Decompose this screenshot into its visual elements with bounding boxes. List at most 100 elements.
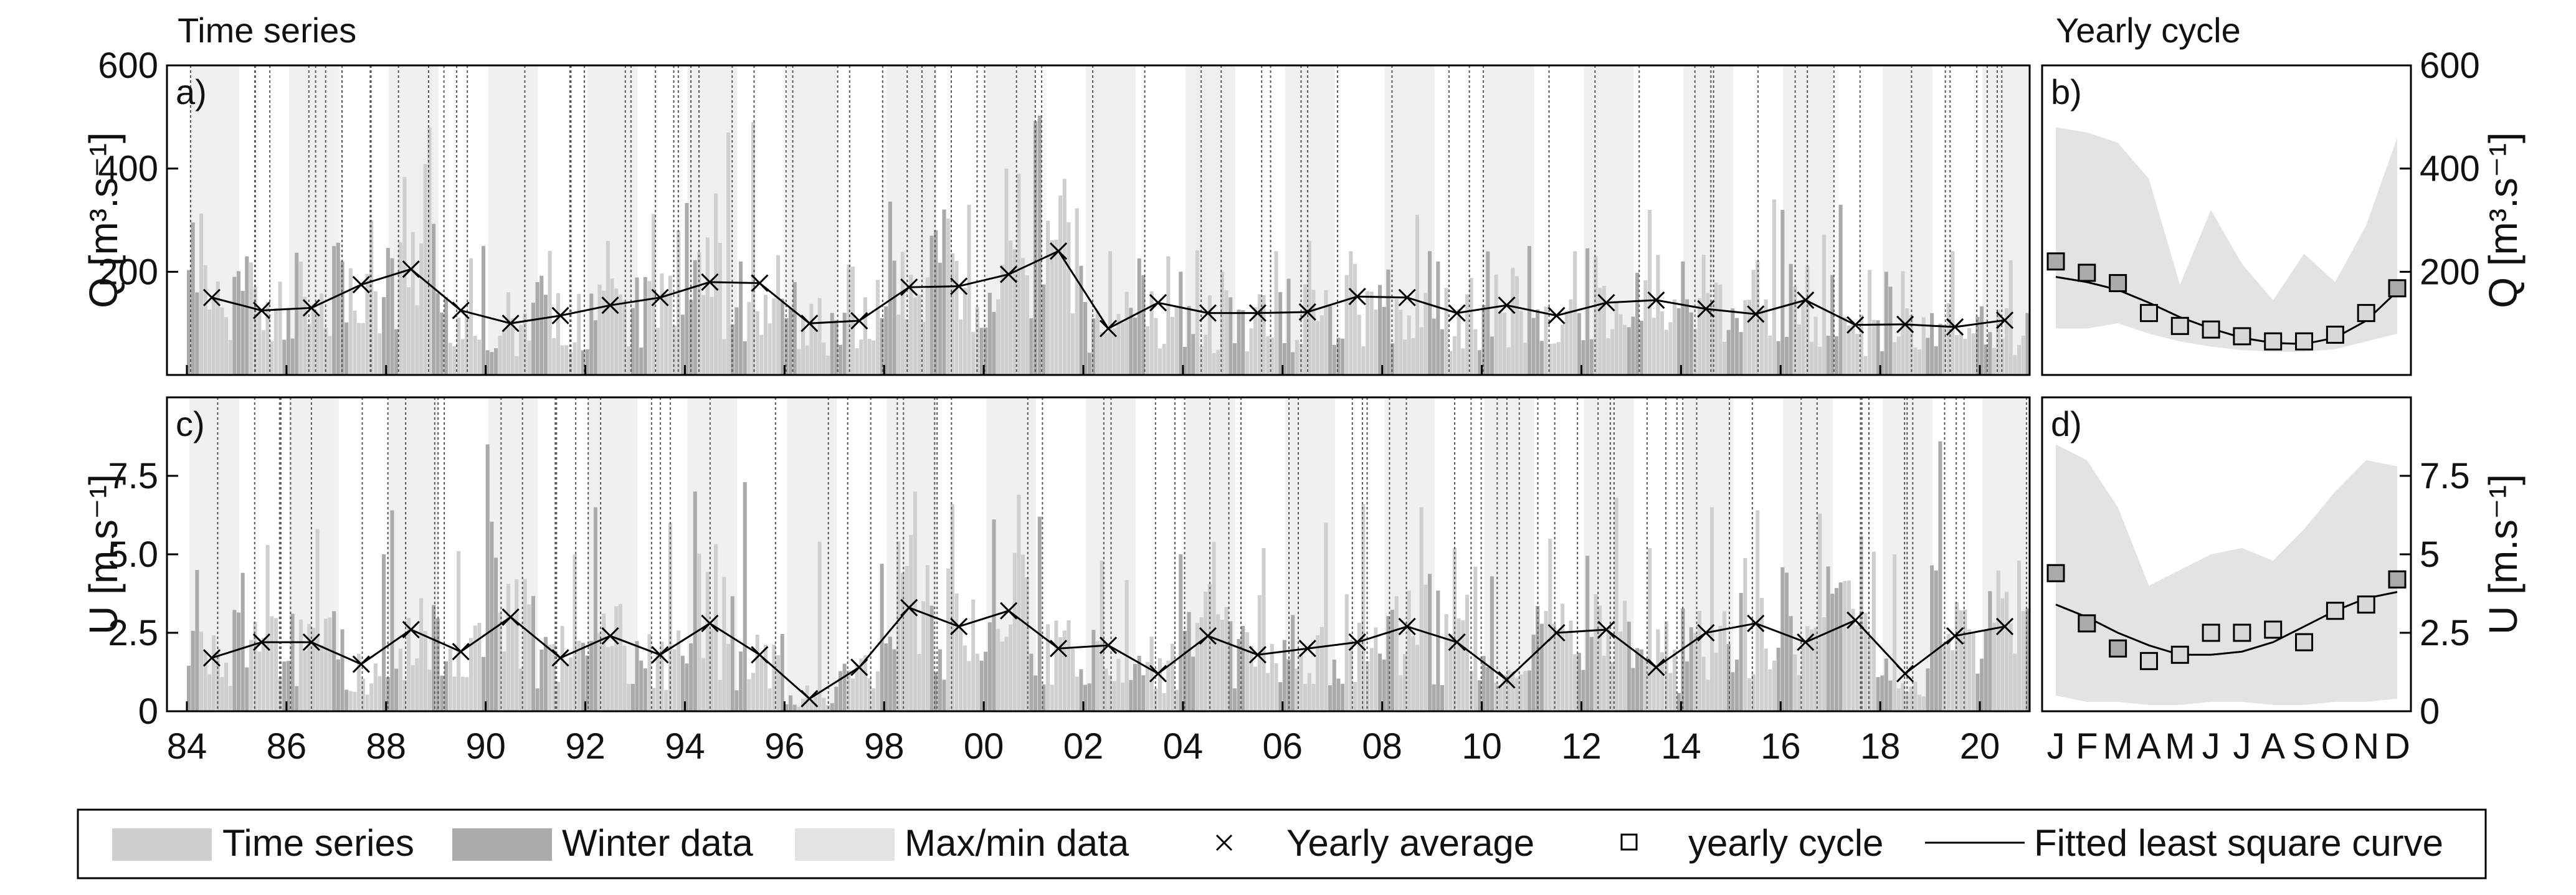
winter-bar [1930, 313, 1934, 375]
series-bar [1369, 648, 1374, 711]
series-bar [1046, 624, 1050, 711]
winter-bar [929, 235, 934, 375]
series-bar [917, 654, 921, 711]
series-bar [1511, 671, 1515, 711]
winter-bar [1784, 572, 1789, 711]
winter-bar [1390, 609, 1395, 711]
winter-bar [593, 320, 597, 375]
month-tick-label: J [2202, 726, 2220, 767]
winter-bar [1581, 340, 1585, 375]
series-bar [962, 288, 967, 375]
y-tick-label: 600 [98, 45, 158, 86]
series-bar [859, 339, 863, 375]
series-bar [647, 281, 652, 375]
series-bar [614, 288, 619, 375]
winter-bar [581, 643, 585, 711]
x-tick-label: 96 [764, 726, 805, 767]
series-bar [875, 280, 880, 375]
winter-bar [743, 482, 747, 711]
series-bar [1316, 321, 1320, 375]
series-bar [1253, 307, 1258, 375]
winter-bar [340, 629, 345, 711]
y-tick-label: 400 [2420, 149, 2480, 189]
legend-label-maxmin-data: Max/min data [905, 822, 1129, 864]
series-bar [1494, 683, 1498, 711]
winter-bar [493, 348, 498, 375]
series-bar [348, 691, 353, 711]
yearly-cycle-marker [2357, 304, 2375, 323]
series-bar [1411, 636, 1415, 711]
series-bar [203, 651, 207, 711]
winter-bar [382, 296, 386, 375]
winter-bar [1179, 272, 1183, 375]
series-bar [1506, 670, 1511, 711]
winter-bar [1731, 308, 1735, 375]
series-bar [1996, 570, 2000, 711]
series-bar [1606, 338, 1610, 375]
series-bar [1992, 348, 1997, 375]
series-bar [460, 676, 465, 711]
series-bar [1249, 328, 1253, 375]
winter-bar [1527, 670, 1531, 711]
yearly-cycle-marker [2295, 633, 2314, 651]
winter-bar [1034, 675, 1038, 711]
winter-bar [1635, 648, 1640, 711]
winter-bar [531, 596, 536, 711]
series-bar [1399, 675, 1403, 711]
winter-bar [1830, 594, 1835, 711]
winter-bar [1282, 343, 1286, 375]
x-tick-label: 92 [565, 726, 606, 767]
yearly-average-marker [1298, 640, 1316, 658]
series-bar [357, 653, 361, 711]
winter-bar [435, 618, 440, 711]
series-bar [954, 593, 959, 711]
series-bar [573, 554, 577, 711]
winter-bar [1934, 346, 1938, 375]
series-bar [1668, 322, 1673, 375]
series-bar [1498, 312, 1503, 375]
winter-bar [1984, 344, 1988, 375]
yearly-cycle-marker [2202, 320, 2220, 339]
yearly-average-marker [352, 655, 370, 673]
series-bar [2021, 611, 2025, 711]
winter-bar [444, 296, 449, 375]
yearly-average-marker [1547, 623, 1566, 642]
series-bar [411, 232, 415, 375]
winter-bar [1191, 334, 1195, 375]
series-bar [1058, 195, 1063, 375]
yearly-average-marker [1000, 265, 1018, 283]
series-bar [1303, 684, 1308, 711]
winter-bar [232, 277, 237, 375]
winter-bar [1083, 301, 1088, 375]
series-bar [1598, 288, 1602, 375]
winter-bar [1087, 683, 1091, 711]
series-bar [527, 604, 531, 711]
series-bar [718, 242, 722, 375]
maxmin-band [2056, 127, 2397, 352]
series-bar [1162, 344, 1166, 375]
yearly-cycle-marker [2109, 274, 2127, 293]
series-bar [1498, 684, 1503, 711]
yearly-average-marker [850, 311, 868, 330]
winter-bar [1440, 685, 1445, 711]
series-bar [1764, 299, 1768, 375]
series-bar [1423, 584, 1428, 711]
winter-bar [1133, 664, 1138, 711]
series-bar [506, 292, 511, 375]
series-bar [905, 566, 909, 711]
series-bar [946, 218, 951, 375]
series-bar [801, 316, 806, 375]
winter-bar [394, 329, 399, 375]
yearly-cycle-marker [2109, 639, 2127, 658]
series-bar [1851, 609, 1855, 711]
series-bar [1054, 620, 1058, 711]
series-bar [1602, 286, 1606, 375]
y-tick-label: 2.5 [2420, 613, 2470, 653]
series-bar [1195, 623, 1199, 711]
y-tick-label: 200 [98, 252, 158, 292]
winter-bar [979, 660, 984, 711]
winter-bar [1539, 341, 1544, 375]
series-bar [805, 685, 809, 711]
series-bar [1224, 607, 1229, 711]
series-bar [1618, 314, 1623, 375]
